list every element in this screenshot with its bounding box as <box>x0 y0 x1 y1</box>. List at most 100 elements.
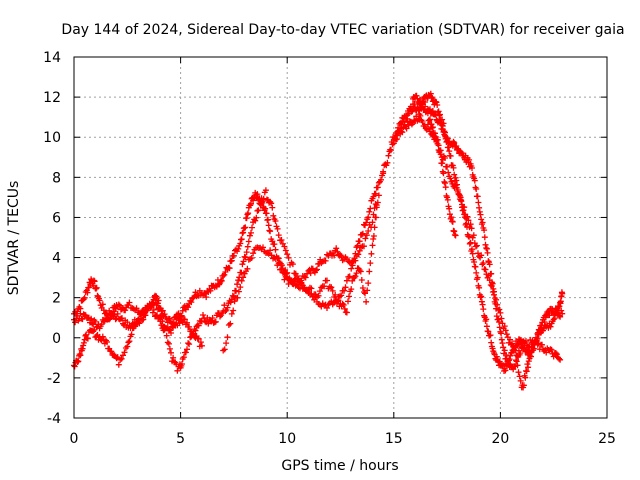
data-point <box>348 265 355 272</box>
data-point <box>272 246 279 253</box>
data-point <box>128 331 135 338</box>
data-point <box>449 218 456 225</box>
data-point <box>548 346 555 353</box>
data-point <box>343 277 350 284</box>
data-point <box>339 300 346 307</box>
data-point <box>152 297 159 303</box>
data-point <box>551 315 558 322</box>
data-point <box>356 247 363 254</box>
data-point <box>384 159 391 166</box>
data-point <box>269 204 276 211</box>
data-point <box>444 196 451 203</box>
data-point <box>272 256 279 262</box>
data-point <box>185 340 192 347</box>
data-point <box>363 219 370 226</box>
data-point <box>282 247 289 254</box>
data-point <box>149 309 156 316</box>
y-tick-label: 4 <box>52 251 61 267</box>
data-point <box>478 216 485 223</box>
data-point <box>491 288 497 295</box>
data-point <box>258 199 265 206</box>
data-point <box>547 323 554 330</box>
data-point <box>124 319 131 326</box>
data-point <box>553 351 560 358</box>
data-point <box>493 313 500 320</box>
data-point <box>289 261 296 268</box>
y-tick-label: 6 <box>52 210 61 226</box>
data-point <box>182 349 189 356</box>
data-point <box>244 243 251 250</box>
data-point <box>417 96 424 103</box>
data-point <box>125 339 132 346</box>
data-point <box>238 236 245 243</box>
data-point <box>503 352 510 358</box>
data-point <box>157 318 164 325</box>
data-point <box>233 287 239 294</box>
data-point <box>442 155 448 161</box>
data-point <box>337 252 344 259</box>
data-point <box>238 277 245 284</box>
data-point <box>75 358 82 365</box>
data-point <box>517 377 524 384</box>
data-point <box>482 241 489 248</box>
data-point <box>403 125 410 132</box>
data-point <box>343 309 350 316</box>
data-point <box>483 323 490 330</box>
data-point <box>341 287 348 294</box>
data-point <box>254 207 261 214</box>
data-point <box>452 232 459 239</box>
data-point <box>520 345 527 352</box>
data-point <box>342 284 349 291</box>
data-point <box>352 257 359 264</box>
data-point <box>364 287 371 294</box>
data-point <box>84 335 91 342</box>
data-point <box>371 224 378 231</box>
y-tick-label: 10 <box>43 130 61 146</box>
data-point <box>284 251 291 258</box>
data-point <box>476 204 483 211</box>
data-point <box>124 343 131 350</box>
x-tick-label: 15 <box>385 431 403 447</box>
y-tick-label: -4 <box>47 411 61 427</box>
data-point <box>466 156 473 163</box>
data-point <box>513 358 520 365</box>
data-point <box>471 259 478 265</box>
data-point <box>428 94 435 100</box>
data-point <box>525 364 532 371</box>
data-point <box>469 165 475 171</box>
data-point <box>244 211 251 218</box>
data-point <box>467 221 474 228</box>
data-point <box>313 267 319 274</box>
data-point <box>89 320 96 327</box>
data-point <box>526 355 533 362</box>
data-point <box>547 346 554 353</box>
data-point <box>372 190 379 197</box>
data-point <box>483 245 490 251</box>
data-point <box>227 299 234 306</box>
data-point <box>470 232 477 239</box>
data-point <box>380 168 387 175</box>
data-point <box>374 199 381 206</box>
data-point <box>361 243 367 250</box>
data-point <box>442 180 448 187</box>
data-point <box>466 240 473 247</box>
y-tick-label: 12 <box>43 90 61 106</box>
data-point <box>405 122 412 129</box>
data-point <box>434 136 441 143</box>
data-point <box>314 266 320 273</box>
data-point <box>413 92 420 99</box>
data-point <box>192 327 199 334</box>
data-point <box>115 301 122 308</box>
data-point <box>335 297 342 304</box>
data-point <box>237 240 244 247</box>
x-tick-label: 25 <box>598 431 616 447</box>
data-point <box>451 139 458 146</box>
data-point <box>234 281 241 288</box>
data-point <box>489 280 496 287</box>
data-point <box>488 270 495 277</box>
data-point <box>186 323 193 330</box>
data-point <box>476 284 483 291</box>
data-point <box>315 292 322 299</box>
data-point <box>253 214 260 221</box>
